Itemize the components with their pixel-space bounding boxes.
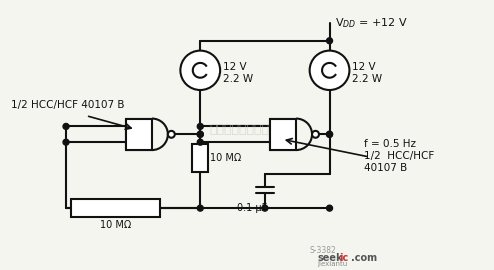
Text: .com: .com [351, 254, 377, 264]
Text: 杭州精睶科技有限公司: 杭州精睶科技有限公司 [209, 123, 285, 136]
Bar [270, 119, 296, 150]
Circle shape [327, 38, 332, 44]
Bar [125, 119, 152, 150]
Circle shape [63, 123, 69, 129]
Circle shape [197, 139, 203, 145]
Circle shape [197, 131, 203, 137]
Text: ic: ic [339, 254, 349, 264]
Circle shape [197, 205, 203, 211]
Text: 0.1 μF: 0.1 μF [237, 203, 267, 213]
Text: f = 0.5 Hz: f = 0.5 Hz [365, 139, 416, 149]
Circle shape [63, 139, 69, 145]
Circle shape [197, 131, 203, 137]
Text: 1/2  HCC/HCF
40107 B: 1/2 HCC/HCF 40107 B [365, 151, 435, 173]
Bar [192, 144, 208, 172]
Circle shape [327, 205, 332, 211]
Text: jlexiantu: jlexiantu [318, 261, 348, 267]
Text: 1/2 HCC/HCF 40107 B: 1/2 HCC/HCF 40107 B [11, 100, 125, 110]
Text: S-3382: S-3382 [310, 246, 336, 255]
Text: seek: seek [318, 254, 343, 264]
Circle shape [327, 131, 332, 137]
Circle shape [327, 131, 332, 137]
Text: 12 V
2.2 W: 12 V 2.2 W [352, 62, 382, 84]
Text: V$_{DD}$ = +12 V: V$_{DD}$ = +12 V [334, 16, 408, 30]
Circle shape [180, 50, 220, 90]
Bar [71, 199, 161, 217]
Circle shape [168, 131, 175, 138]
Circle shape [197, 123, 203, 129]
Text: 10 MΩ: 10 MΩ [210, 153, 242, 163]
Circle shape [312, 131, 319, 138]
Circle shape [310, 50, 349, 90]
Circle shape [262, 205, 268, 211]
Text: 12 V
2.2 W: 12 V 2.2 W [223, 62, 253, 84]
Text: 10 MΩ: 10 MΩ [100, 220, 131, 230]
